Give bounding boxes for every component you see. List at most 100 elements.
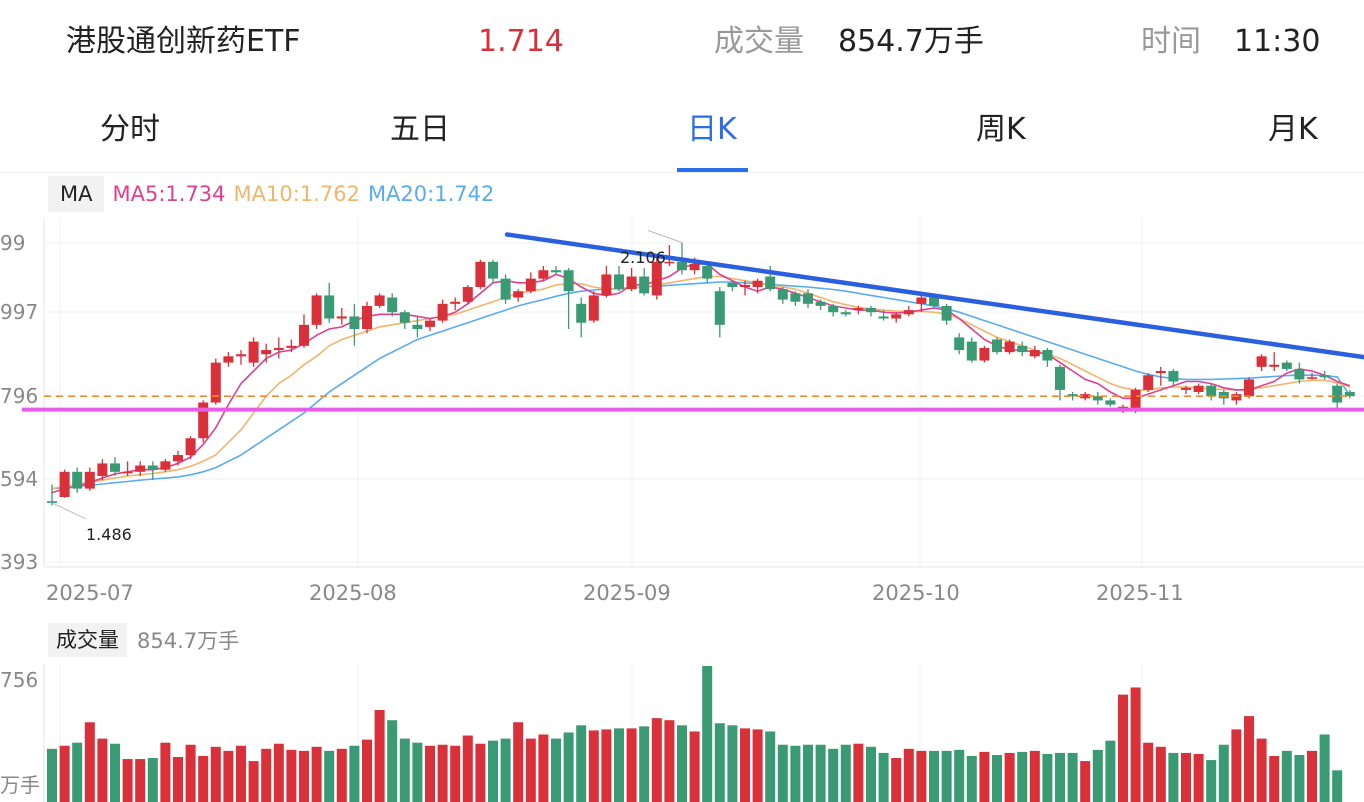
candle <box>1017 341 1028 357</box>
candle-body <box>1218 392 1229 399</box>
candle-body <box>588 295 599 321</box>
candle <box>576 297 587 338</box>
volume-bar <box>815 744 826 802</box>
volume-bar <box>954 749 965 802</box>
candle <box>475 259 486 290</box>
candle <box>1206 383 1217 401</box>
candle-body <box>324 295 335 319</box>
candle-body <box>664 261 675 264</box>
candle <box>903 305 914 317</box>
candle-body <box>714 291 725 325</box>
candle <box>777 287 788 304</box>
candle <box>651 257 662 300</box>
candle-body <box>513 291 524 298</box>
tab-weekly-k[interactable]: 周K <box>976 112 1026 147</box>
tab-monthly-k[interactable]: 月K <box>1268 112 1318 147</box>
volume-bar <box>336 748 347 802</box>
volume-bar <box>261 748 272 802</box>
volume-bar <box>966 755 977 802</box>
volume-bar <box>878 752 889 802</box>
volume-bar <box>840 744 851 802</box>
volume-bar <box>1244 716 1254 802</box>
candle <box>412 316 423 338</box>
candle <box>324 282 335 323</box>
candle <box>210 358 221 405</box>
candle <box>790 291 801 306</box>
candle <box>992 337 1002 355</box>
x-tick-label: 2025-07 <box>46 581 134 605</box>
candle-body <box>1155 371 1166 374</box>
candle-body <box>689 263 700 271</box>
candle-body <box>765 276 776 290</box>
tab-daily-k[interactable]: 日K <box>687 112 737 147</box>
volume-bar <box>1004 752 1015 802</box>
candle <box>966 337 977 363</box>
candle <box>122 461 133 477</box>
volume-bar <box>740 728 750 802</box>
candle <box>425 318 435 332</box>
candle-body <box>437 303 448 321</box>
tab-five-day[interactable]: 五日 <box>390 112 450 147</box>
candle-body <box>135 465 146 472</box>
candle-body <box>992 339 1002 353</box>
candle <box>336 308 347 325</box>
candle <box>72 467 83 493</box>
volume-bar <box>362 739 372 802</box>
volume-bar <box>475 743 486 802</box>
volume-bar <box>374 709 385 802</box>
volume-legend: 成交量 854.7万手 <box>48 623 239 657</box>
candle <box>941 303 952 325</box>
volume-bar <box>714 723 725 802</box>
indicator-toggle-ma[interactable]: MA <box>48 176 105 212</box>
volume-bar <box>891 758 902 802</box>
x-tick-label: 2025-11 <box>1096 581 1184 605</box>
chart-period-tabs: 分时 五日 日K 周K 月K <box>0 88 1364 173</box>
volume-bar <box>576 725 587 802</box>
candle-body <box>488 261 498 279</box>
candle-body <box>59 471 70 498</box>
candlestick-chart[interactable]: 99 997 796 594 393 2025-07 2025-08 2025-09 2025-… <box>0 175 1364 620</box>
candle-body <box>1294 368 1305 380</box>
volume-value: 854.7万手 <box>838 24 984 59</box>
candle <box>311 293 322 330</box>
candle <box>299 314 309 348</box>
active-tab-indicator <box>677 168 748 172</box>
candle <box>1067 392 1078 401</box>
time-label: 时间 <box>1141 24 1201 59</box>
candle-body <box>1319 375 1330 378</box>
volume-bar <box>198 755 209 802</box>
volume-bar <box>47 748 57 802</box>
volume-bar <box>173 757 183 802</box>
volume-bar <box>626 728 637 802</box>
candle <box>740 280 750 296</box>
candle <box>916 295 927 313</box>
candle <box>97 459 108 481</box>
volume-bar <box>1067 752 1078 802</box>
candle-body <box>223 356 234 363</box>
candle <box>714 287 725 338</box>
candle <box>853 305 864 315</box>
indicator-toggle-volume[interactable]: 成交量 <box>48 623 127 657</box>
candle-body <box>1004 341 1015 353</box>
tab-intraday[interactable]: 分时 <box>100 112 160 147</box>
candle-body <box>790 293 801 302</box>
candle-body <box>740 284 750 288</box>
volume-bar <box>160 742 171 802</box>
volume-bar <box>59 745 70 802</box>
candle <box>1105 398 1116 407</box>
volume-bar <box>1092 749 1103 802</box>
candle-body <box>1092 396 1103 401</box>
volume-bar <box>500 738 511 802</box>
candle <box>147 461 158 481</box>
y-tick-label: 99 <box>0 231 25 255</box>
fund-name: 港股通创新药ETF <box>66 24 301 59</box>
candle <box>1042 347 1053 367</box>
volume-bar <box>866 746 876 802</box>
candle-body <box>1256 356 1267 367</box>
candle <box>551 266 561 275</box>
candle-body <box>236 354 246 357</box>
candle-body <box>639 276 650 294</box>
volume-chart[interactable]: 756 万手 <box>0 660 1364 802</box>
candle <box>1080 392 1091 401</box>
candle <box>1281 360 1292 372</box>
